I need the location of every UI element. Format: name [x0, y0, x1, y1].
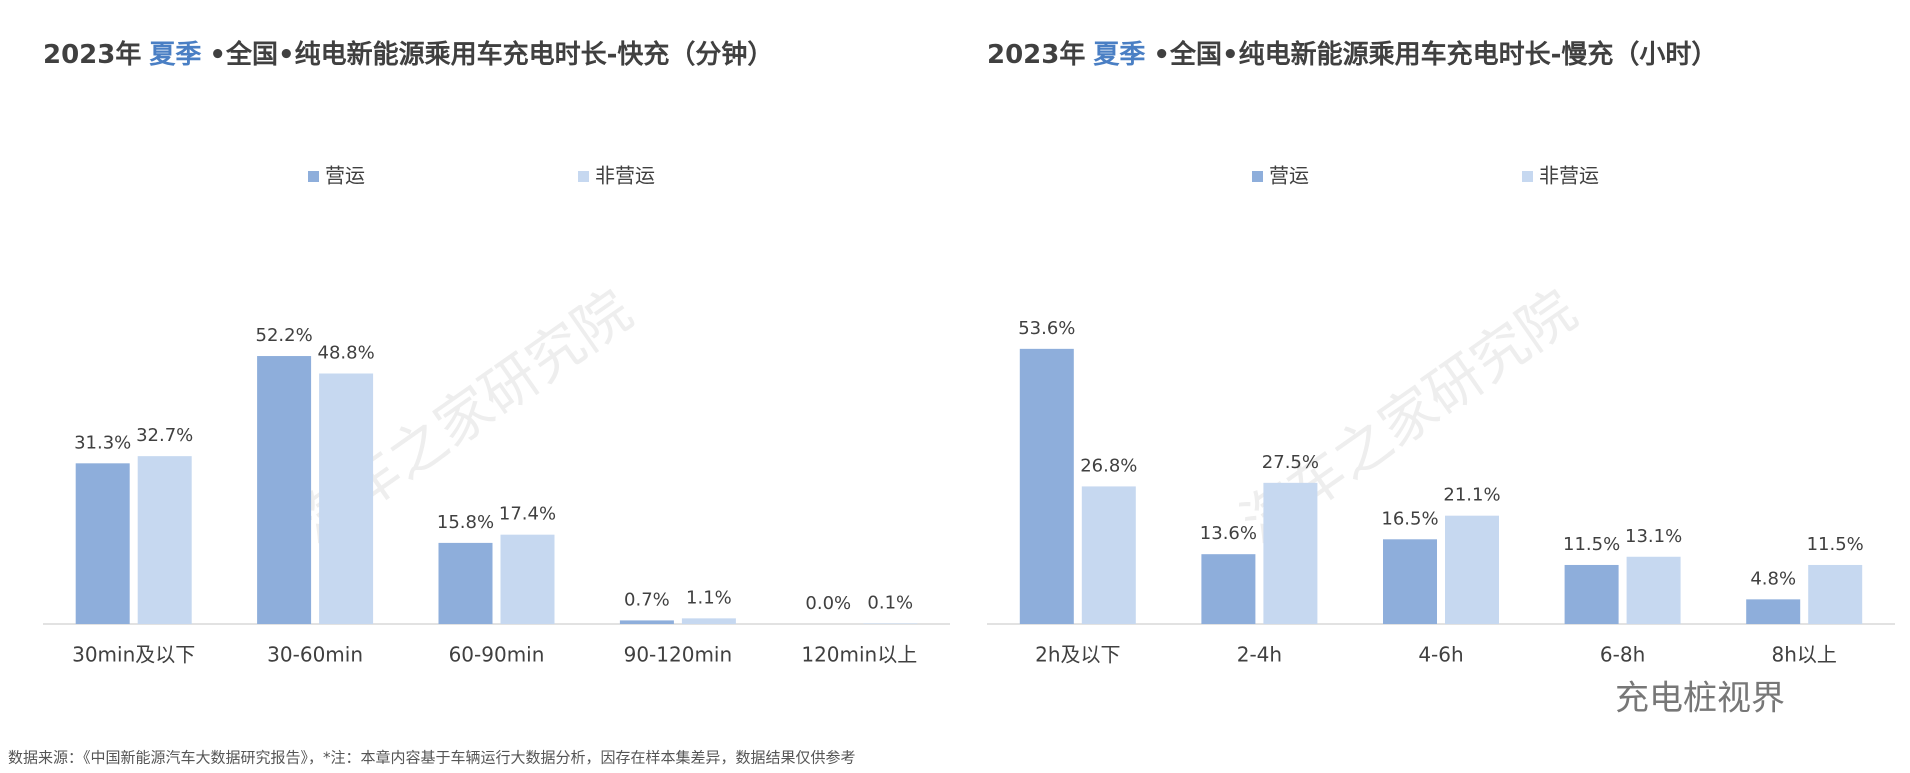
- bar: [137, 456, 192, 624]
- bar: [438, 542, 493, 624]
- value-label: 52.2%: [256, 325, 313, 346]
- x-tick-label: 30-60min: [267, 643, 363, 667]
- x-tick-label: 2h及以下: [1035, 643, 1120, 667]
- bar: [681, 618, 736, 624]
- bar: [1263, 482, 1318, 624]
- bar: [1201, 554, 1256, 624]
- legend-swatch: [308, 171, 319, 182]
- value-label: 16.5%: [1381, 508, 1438, 529]
- title-highlight: 夏季: [1093, 40, 1145, 70]
- x-tick-label: 60-90min: [449, 643, 545, 667]
- legend-label: 非营运: [1539, 164, 1599, 188]
- bar: [1383, 539, 1437, 624]
- x-tick-label: 90-120min: [624, 643, 733, 667]
- legend-swatch: [1252, 171, 1263, 182]
- x-tick-label: 2-4h: [1237, 643, 1282, 667]
- chart-title: 2023年 夏季 •全国•纯电新能源乘用车充电时长-慢充（小时）: [987, 39, 1717, 70]
- chart-title: 2023年 夏季 •全国•纯电新能源乘用车充电时长-快充（分钟）: [43, 39, 773, 70]
- title-part: •全国•纯电新能源乘用车充电时长-慢充（小时）: [1153, 39, 1717, 70]
- bar: [500, 534, 555, 624]
- value-label: 26.8%: [1080, 455, 1137, 476]
- bar: [863, 623, 918, 624]
- title-highlight: 夏季: [149, 40, 201, 70]
- x-tick-label: 4-6h: [1418, 643, 1463, 667]
- value-label: 13.6%: [1200, 523, 1257, 544]
- x-tick-label: 120min以上: [801, 643, 917, 667]
- bar: [619, 620, 674, 624]
- value-label: 0.7%: [624, 589, 670, 610]
- bar: [1564, 564, 1619, 624]
- legend-label: 非营运: [595, 164, 655, 188]
- value-label: 48.8%: [318, 342, 375, 363]
- bar: [1626, 556, 1681, 624]
- value-label: 1.1%: [686, 587, 732, 608]
- value-label: 53.6%: [1018, 318, 1075, 339]
- value-label: 11.5%: [1807, 534, 1864, 555]
- x-tick-label: 8h以上: [1771, 643, 1836, 667]
- value-label: 32.7%: [136, 425, 193, 446]
- bar: [257, 356, 312, 624]
- bar: [1808, 564, 1863, 624]
- title-part: 2023年: [43, 39, 141, 70]
- legend-swatch: [1522, 171, 1533, 182]
- bar: [1445, 515, 1499, 624]
- value-label: 15.8%: [437, 512, 494, 533]
- bar: [75, 463, 130, 624]
- value-label: 17.4%: [499, 504, 556, 525]
- legend-swatch: [578, 171, 589, 182]
- legend-label: 营运: [1269, 164, 1309, 188]
- logo: 充电桩视界: [1615, 679, 1785, 719]
- title-part: •全国•纯电新能源乘用车充电时长-快充（分钟）: [209, 39, 773, 70]
- value-label: 13.1%: [1625, 526, 1682, 547]
- value-label: 21.1%: [1443, 485, 1500, 506]
- value-label: 31.3%: [74, 432, 131, 453]
- legend-label: 营运: [325, 164, 365, 188]
- bar: [1081, 486, 1136, 624]
- title-part: 2023年: [987, 39, 1085, 70]
- bar: [319, 373, 374, 624]
- value-label: 0.0%: [805, 593, 851, 614]
- x-tick-label: 6-8h: [1600, 643, 1645, 667]
- bar: [1746, 599, 1801, 624]
- value-label: 0.1%: [867, 592, 913, 613]
- bar: [1019, 348, 1074, 624]
- value-label: 11.5%: [1563, 534, 1620, 555]
- value-label: 4.8%: [1750, 568, 1796, 589]
- value-label: 27.5%: [1262, 452, 1319, 473]
- x-tick-label: 30min及以下: [72, 643, 195, 667]
- footer: 数据来源：《中国新能源汽车大数据研究报告》，*注：本章内容基于车辆运行大数据分析…: [8, 749, 856, 767]
